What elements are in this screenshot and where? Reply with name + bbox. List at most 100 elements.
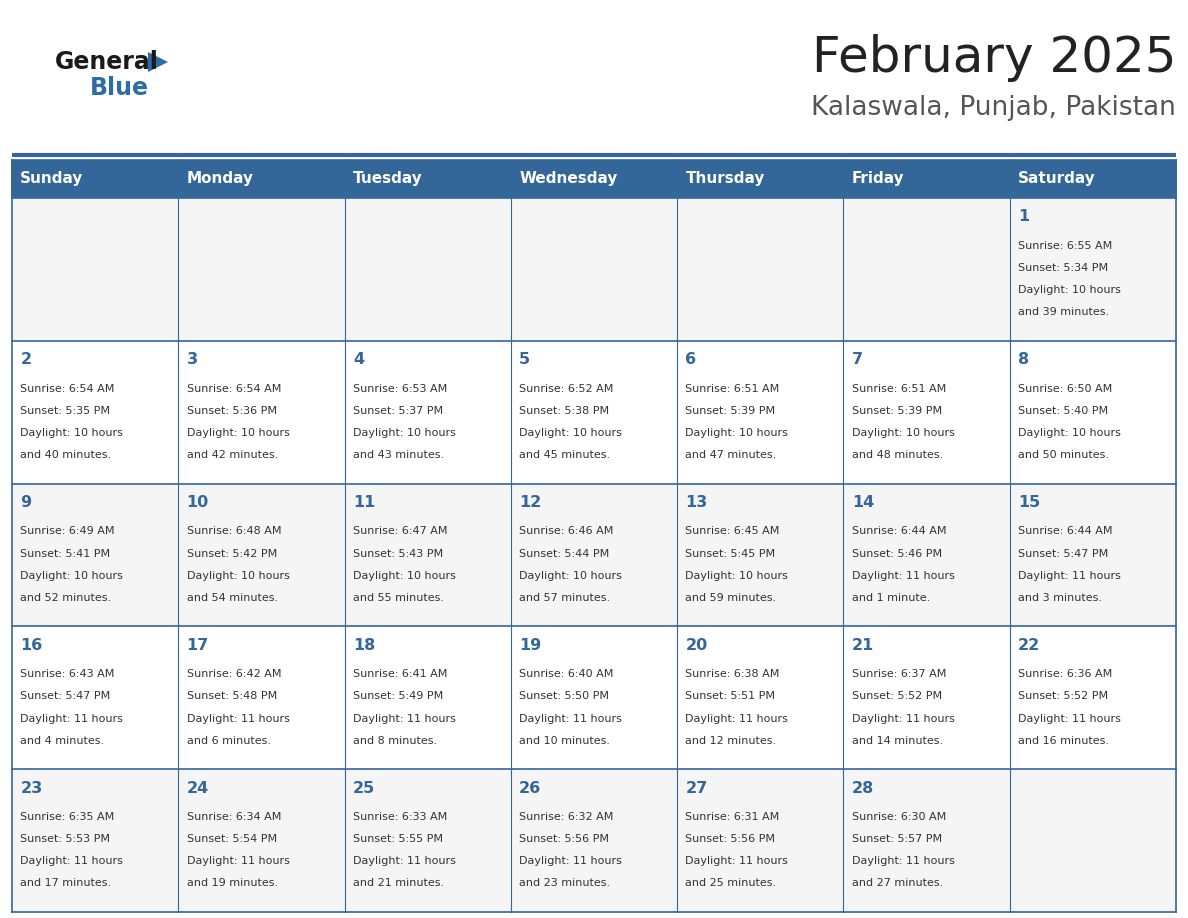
Text: Daylight: 11 hours: Daylight: 11 hours xyxy=(20,856,124,867)
Text: 24: 24 xyxy=(187,780,209,796)
Text: Sunrise: 6:38 AM: Sunrise: 6:38 AM xyxy=(685,669,779,679)
Polygon shape xyxy=(148,52,168,72)
Bar xyxy=(511,769,677,912)
Bar xyxy=(843,341,1010,484)
Bar xyxy=(345,160,511,198)
Text: Daylight: 11 hours: Daylight: 11 hours xyxy=(1018,713,1121,723)
Bar xyxy=(345,769,511,912)
Text: and 1 minute.: and 1 minute. xyxy=(852,593,930,603)
Bar xyxy=(843,626,1010,769)
Text: Daylight: 11 hours: Daylight: 11 hours xyxy=(353,713,456,723)
Bar xyxy=(677,769,843,912)
Text: 25: 25 xyxy=(353,780,375,796)
Text: Kalaswala, Punjab, Pakistan: Kalaswala, Punjab, Pakistan xyxy=(811,95,1176,121)
Text: Daylight: 11 hours: Daylight: 11 hours xyxy=(1018,571,1121,581)
Text: Sunrise: 6:51 AM: Sunrise: 6:51 AM xyxy=(685,384,779,394)
Text: Sunrise: 6:50 AM: Sunrise: 6:50 AM xyxy=(1018,384,1112,394)
Text: 28: 28 xyxy=(852,780,874,796)
Text: and 48 minutes.: and 48 minutes. xyxy=(852,450,943,460)
Text: Daylight: 11 hours: Daylight: 11 hours xyxy=(187,713,290,723)
Text: Sunrise: 6:52 AM: Sunrise: 6:52 AM xyxy=(519,384,613,394)
Text: Sunset: 5:35 PM: Sunset: 5:35 PM xyxy=(20,406,110,416)
Text: Daylight: 10 hours: Daylight: 10 hours xyxy=(1018,285,1121,295)
Text: Saturday: Saturday xyxy=(1018,172,1095,186)
Text: Sunrise: 6:32 AM: Sunrise: 6:32 AM xyxy=(519,812,613,822)
Text: and 17 minutes.: and 17 minutes. xyxy=(20,879,112,889)
Text: Sunset: 5:48 PM: Sunset: 5:48 PM xyxy=(187,691,277,701)
Bar xyxy=(12,341,178,484)
Text: Sunrise: 6:43 AM: Sunrise: 6:43 AM xyxy=(20,669,115,679)
Text: Sunset: 5:44 PM: Sunset: 5:44 PM xyxy=(519,549,609,558)
Text: Sunset: 5:47 PM: Sunset: 5:47 PM xyxy=(1018,549,1108,558)
Bar xyxy=(677,160,843,198)
Text: and 57 minutes.: and 57 minutes. xyxy=(519,593,611,603)
Text: 3: 3 xyxy=(187,353,197,367)
Text: General: General xyxy=(55,50,159,74)
Text: Sunset: 5:53 PM: Sunset: 5:53 PM xyxy=(20,834,110,845)
Text: and 19 minutes.: and 19 minutes. xyxy=(187,879,278,889)
Bar xyxy=(12,769,178,912)
Bar xyxy=(843,484,1010,626)
Text: 26: 26 xyxy=(519,780,542,796)
Text: Blue: Blue xyxy=(90,76,148,100)
Text: and 39 minutes.: and 39 minutes. xyxy=(1018,308,1110,318)
Text: Daylight: 10 hours: Daylight: 10 hours xyxy=(685,571,789,581)
Text: and 6 minutes.: and 6 minutes. xyxy=(187,735,271,745)
Text: and 4 minutes.: and 4 minutes. xyxy=(20,735,105,745)
Text: Daylight: 11 hours: Daylight: 11 hours xyxy=(519,856,623,867)
Text: 14: 14 xyxy=(852,495,874,510)
Bar xyxy=(843,769,1010,912)
Bar xyxy=(178,198,345,341)
Text: Sunset: 5:36 PM: Sunset: 5:36 PM xyxy=(187,406,277,416)
Text: Sunset: 5:49 PM: Sunset: 5:49 PM xyxy=(353,691,443,701)
Text: Sunset: 5:46 PM: Sunset: 5:46 PM xyxy=(852,549,942,558)
Text: Friday: Friday xyxy=(852,172,904,186)
Text: 16: 16 xyxy=(20,638,43,653)
Text: Daylight: 10 hours: Daylight: 10 hours xyxy=(519,571,623,581)
Bar xyxy=(1010,769,1176,912)
Text: 2: 2 xyxy=(20,353,31,367)
Bar xyxy=(178,484,345,626)
Text: Sunrise: 6:51 AM: Sunrise: 6:51 AM xyxy=(852,384,946,394)
Text: Sunrise: 6:31 AM: Sunrise: 6:31 AM xyxy=(685,812,779,822)
Bar xyxy=(843,198,1010,341)
Text: Daylight: 11 hours: Daylight: 11 hours xyxy=(20,713,124,723)
Text: Sunset: 5:37 PM: Sunset: 5:37 PM xyxy=(353,406,443,416)
Text: and 54 minutes.: and 54 minutes. xyxy=(187,593,278,603)
Text: Daylight: 11 hours: Daylight: 11 hours xyxy=(685,713,789,723)
Text: and 3 minutes.: and 3 minutes. xyxy=(1018,593,1102,603)
Bar xyxy=(345,626,511,769)
Text: Sunset: 5:51 PM: Sunset: 5:51 PM xyxy=(685,691,776,701)
Text: Sunrise: 6:30 AM: Sunrise: 6:30 AM xyxy=(852,812,946,822)
Text: 19: 19 xyxy=(519,638,542,653)
Text: Daylight: 10 hours: Daylight: 10 hours xyxy=(519,428,623,438)
Text: Sunrise: 6:37 AM: Sunrise: 6:37 AM xyxy=(852,669,946,679)
Bar xyxy=(1010,626,1176,769)
Text: Sunrise: 6:44 AM: Sunrise: 6:44 AM xyxy=(1018,526,1112,536)
Text: and 59 minutes.: and 59 minutes. xyxy=(685,593,777,603)
Text: 5: 5 xyxy=(519,353,530,367)
Bar xyxy=(178,626,345,769)
Text: Sunrise: 6:42 AM: Sunrise: 6:42 AM xyxy=(187,669,282,679)
Text: Daylight: 11 hours: Daylight: 11 hours xyxy=(353,856,456,867)
Text: 13: 13 xyxy=(685,495,708,510)
Text: Sunrise: 6:45 AM: Sunrise: 6:45 AM xyxy=(685,526,779,536)
Text: and 43 minutes.: and 43 minutes. xyxy=(353,450,444,460)
Bar xyxy=(511,198,677,341)
Bar xyxy=(511,626,677,769)
Text: Daylight: 11 hours: Daylight: 11 hours xyxy=(852,713,955,723)
Bar xyxy=(178,160,345,198)
Text: Daylight: 10 hours: Daylight: 10 hours xyxy=(353,428,456,438)
Text: Thursday: Thursday xyxy=(685,172,765,186)
Bar xyxy=(178,341,345,484)
Text: and 14 minutes.: and 14 minutes. xyxy=(852,735,943,745)
Text: and 25 minutes.: and 25 minutes. xyxy=(685,879,777,889)
Text: Sunrise: 6:54 AM: Sunrise: 6:54 AM xyxy=(187,384,282,394)
Text: Daylight: 11 hours: Daylight: 11 hours xyxy=(519,713,623,723)
Text: Sunrise: 6:33 AM: Sunrise: 6:33 AM xyxy=(353,812,447,822)
Bar xyxy=(677,198,843,341)
Text: Sunset: 5:42 PM: Sunset: 5:42 PM xyxy=(187,549,277,558)
Text: Sunrise: 6:34 AM: Sunrise: 6:34 AM xyxy=(187,812,282,822)
Text: 23: 23 xyxy=(20,780,43,796)
Bar xyxy=(1010,341,1176,484)
